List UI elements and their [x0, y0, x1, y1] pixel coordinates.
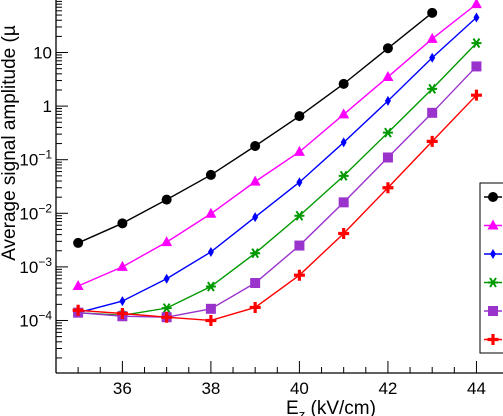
- series-2: [72, 0, 482, 290]
- data-point: [73, 237, 84, 248]
- y-tick-label: 10−4: [19, 308, 52, 330]
- series-layer: [72, 0, 482, 326]
- data-point: [72, 279, 84, 290]
- data-point: [161, 194, 172, 205]
- data-point: [161, 303, 172, 314]
- series-line: [77, 16, 477, 314]
- data-point: [117, 218, 128, 229]
- data-point: [294, 111, 305, 122]
- y-tick-label: 1: [43, 97, 52, 116]
- data-point: [252, 212, 259, 223]
- data-point: [382, 43, 393, 54]
- series-1: [73, 7, 438, 248]
- x-tick-label: 36: [113, 379, 132, 398]
- series-3: [75, 12, 480, 318]
- data-point: [205, 169, 216, 180]
- data-point: [338, 108, 350, 119]
- data-point: [205, 207, 217, 218]
- legend-entry-2: [484, 219, 502, 230]
- data-point: [426, 32, 438, 43]
- legend-box: [479, 182, 503, 354]
- data-point: [487, 334, 499, 345]
- data-point: [488, 192, 498, 202]
- data-point: [487, 219, 499, 230]
- data-point: [338, 78, 349, 89]
- data-point: [470, 89, 482, 101]
- data-point: [161, 236, 173, 247]
- legend-entry-4: [484, 277, 502, 288]
- data-point: [296, 177, 303, 188]
- data-point: [205, 314, 217, 326]
- y-axis-label: Average signal amplitude (µ: [0, 25, 20, 261]
- x-tick-label: 44: [467, 379, 486, 398]
- x-tick-label: 42: [378, 379, 397, 398]
- y-tick-label: 10−2: [19, 201, 52, 223]
- data-point: [116, 307, 128, 319]
- series-line: [77, 12, 433, 244]
- data-point: [72, 304, 84, 316]
- legend-entry-1: [484, 192, 502, 202]
- data-point: [382, 182, 394, 194]
- series-line: [77, 3, 477, 287]
- data-point: [382, 127, 393, 138]
- data-point: [338, 170, 349, 181]
- x-tick-label: 38: [201, 379, 220, 398]
- data-point: [338, 197, 349, 208]
- data-point: [384, 95, 391, 106]
- data-point: [116, 260, 128, 271]
- series-line: [78, 65, 477, 318]
- data-point: [293, 269, 305, 281]
- legend-entry-3: [484, 249, 502, 259]
- data-point: [471, 38, 482, 49]
- data-point: [471, 61, 482, 72]
- data-point: [382, 152, 393, 163]
- y-tick-label: 10−3: [19, 255, 52, 277]
- data-point: [207, 246, 214, 257]
- x-axis-label: Ez (kV/cm): [286, 398, 376, 416]
- y-tick-label: 10−1: [19, 148, 52, 170]
- axis-text: 10 1 10−1 10−2 10−3 10−4 36 38 40 42 44 Ez (kV/cm) A…: [0, 25, 486, 416]
- data-point: [427, 83, 438, 94]
- data-point: [470, 0, 482, 9]
- data-point: [427, 7, 438, 18]
- data-point: [340, 137, 347, 148]
- y-tick-label: 10: [33, 44, 52, 63]
- data-point: [250, 248, 261, 259]
- data-point: [205, 281, 216, 292]
- legend-entry-6: [484, 334, 502, 345]
- data-point: [426, 135, 438, 147]
- data-point: [294, 210, 305, 221]
- data-point: [338, 227, 350, 239]
- data-point: [294, 240, 305, 251]
- series-4: [73, 38, 482, 321]
- legend-entry-5: [484, 306, 502, 316]
- data-point: [119, 296, 126, 307]
- data-point: [473, 12, 480, 23]
- data-point: [205, 303, 216, 314]
- data-point: [293, 145, 305, 156]
- data-point: [427, 107, 438, 118]
- series-line: [78, 42, 477, 316]
- axes-frame: [55, 0, 503, 374]
- data-point: [249, 175, 261, 186]
- data-point: [161, 311, 173, 323]
- series-6: [72, 89, 482, 326]
- series-line: [78, 94, 477, 322]
- data-point: [488, 277, 498, 288]
- data-point: [382, 70, 394, 81]
- data-point: [429, 52, 436, 63]
- data-point: [490, 249, 496, 259]
- data-point: [488, 306, 498, 316]
- legend: [479, 182, 503, 354]
- x-tick-label: 40: [290, 379, 309, 398]
- data-point: [249, 301, 261, 313]
- data-point: [250, 141, 261, 152]
- data-point: [163, 273, 170, 284]
- data-point: [250, 278, 261, 289]
